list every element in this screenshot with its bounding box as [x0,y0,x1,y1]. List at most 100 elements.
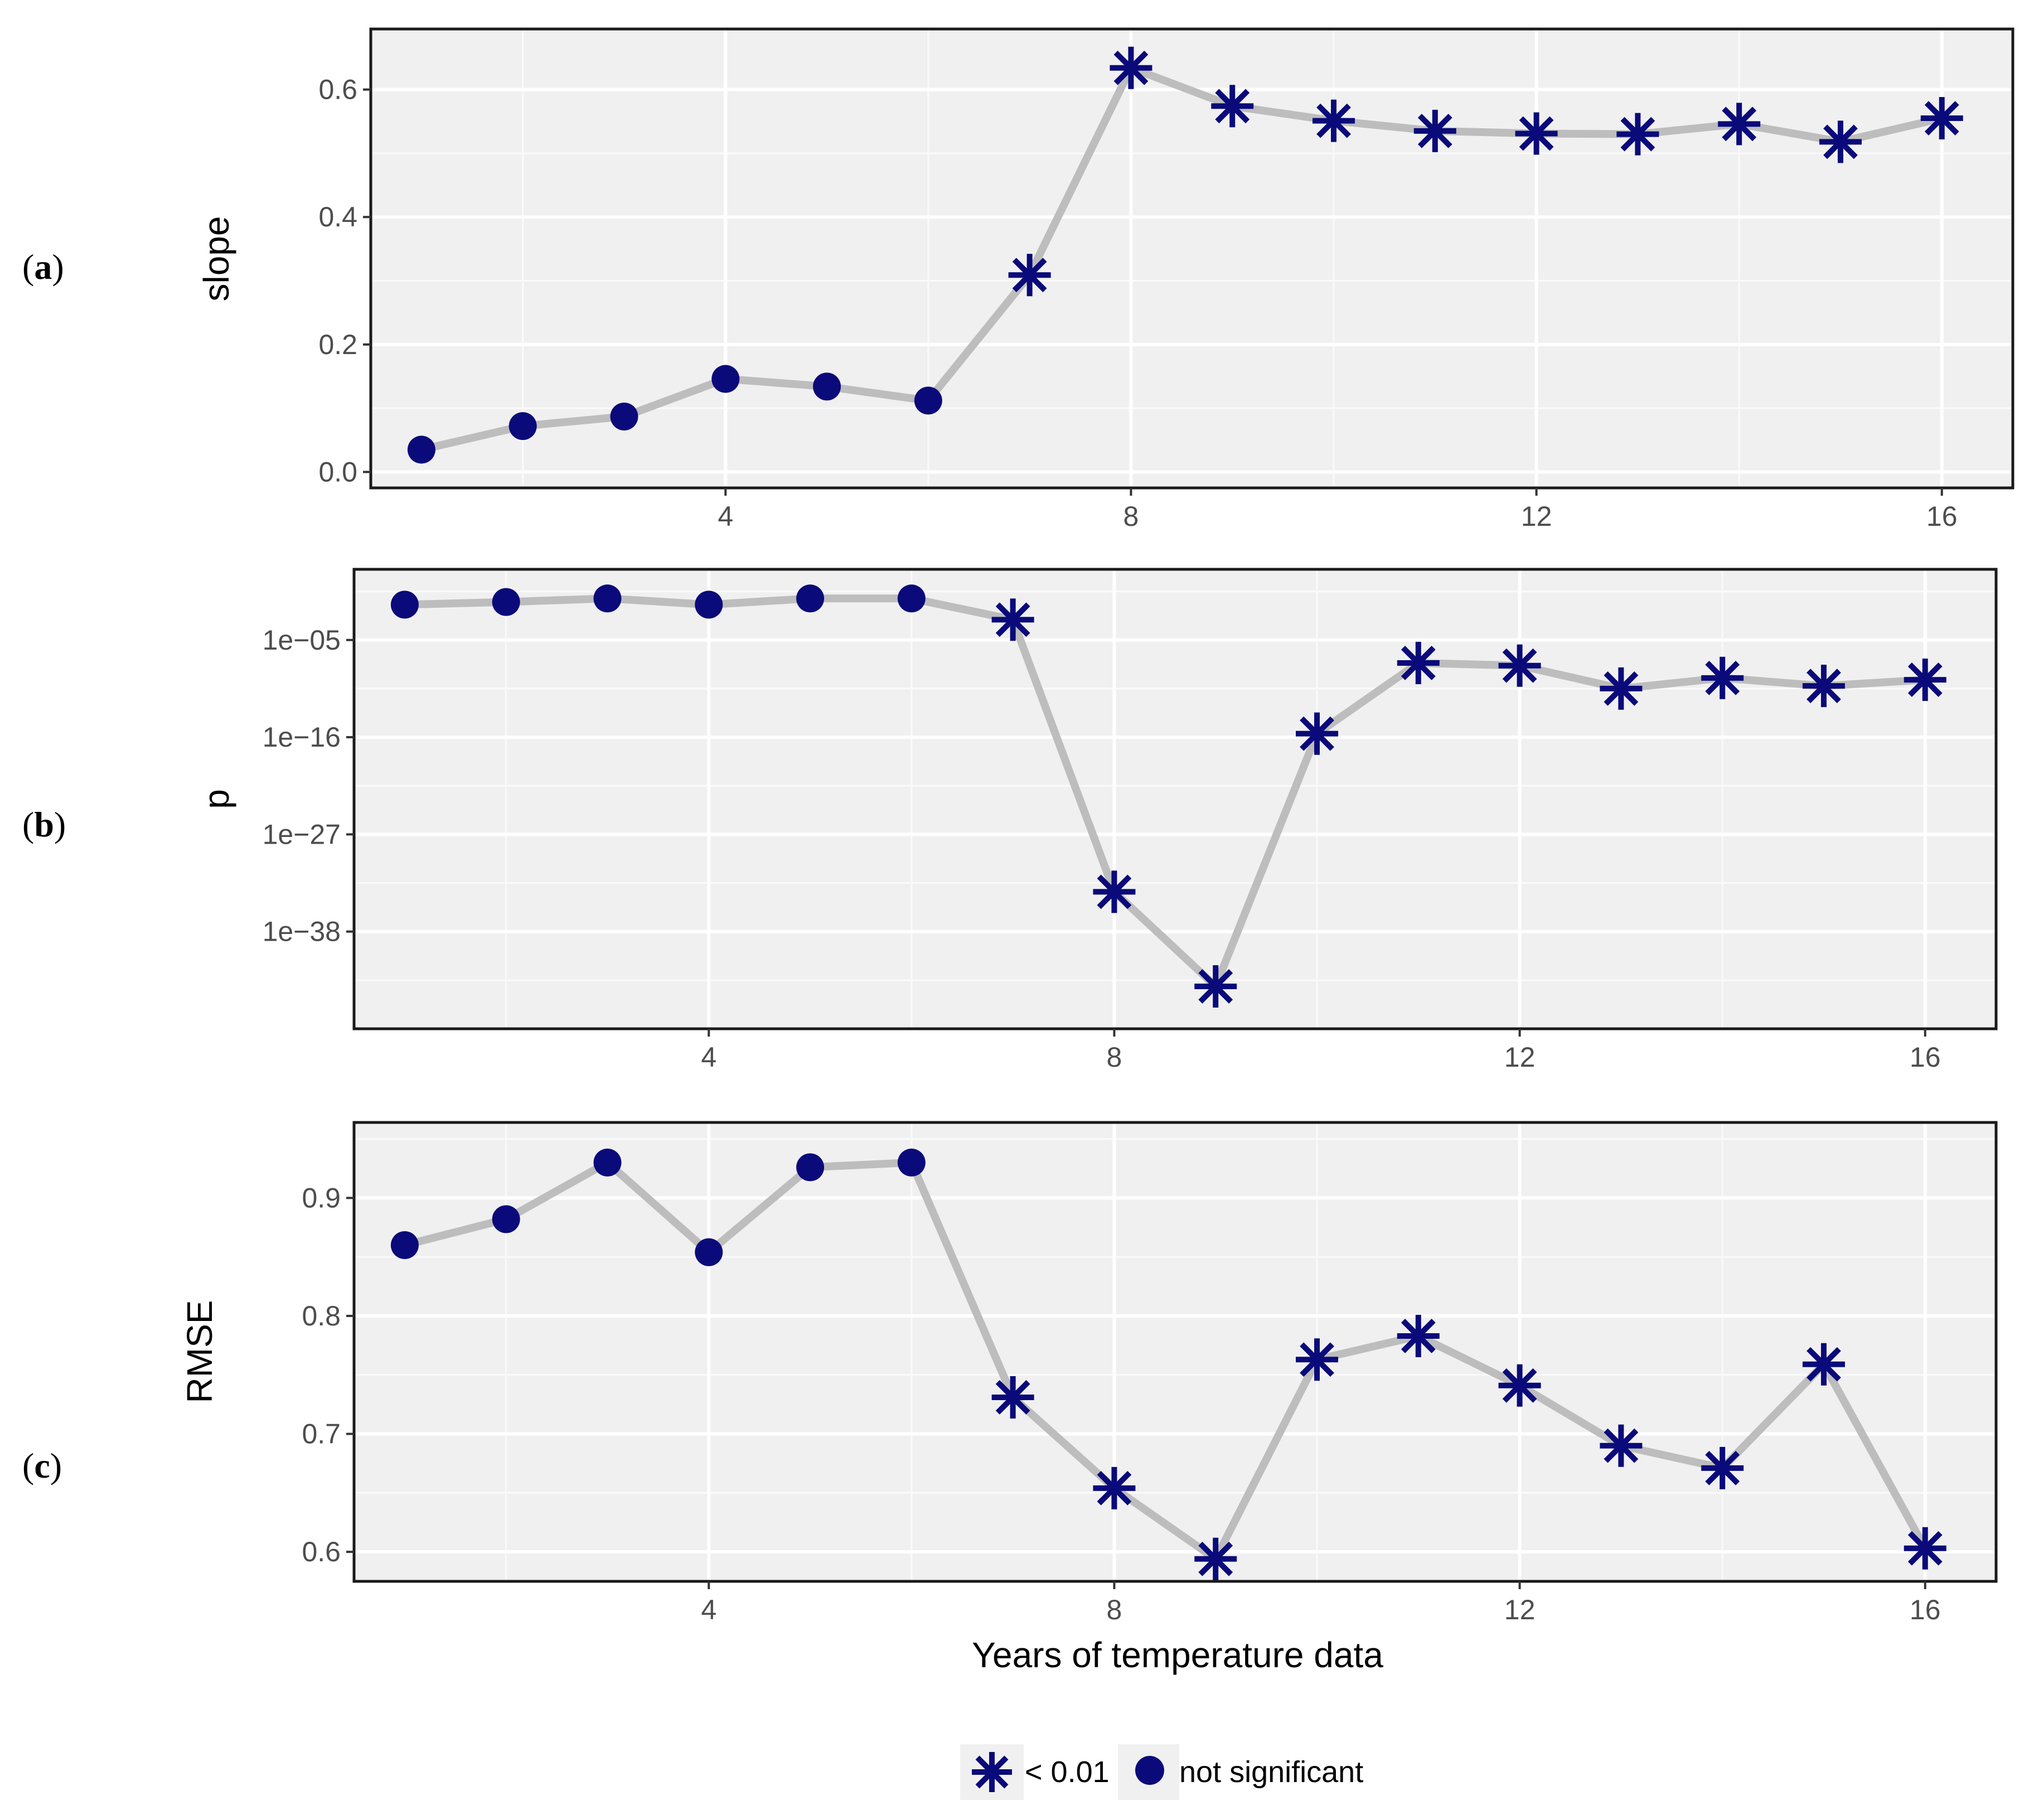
data-point-significant [1701,1446,1744,1489]
x-tick-label: 8 [1123,501,1139,532]
data-point-not-significant [897,584,926,613]
y-axis-title: p [196,789,236,809]
y-tick-label: 1e−05 [263,625,341,656]
x-tick-label: 8 [1107,1042,1122,1073]
data-point-significant [1701,656,1744,699]
x-tick-label: 16 [1926,501,1958,532]
data-point-significant [1093,870,1136,913]
legend-asterisk-marker [972,1752,1012,1792]
legend: < 0.01 not significant [960,1744,1363,1800]
data-point-not-significant [695,590,723,619]
panel-border [352,1121,1998,1583]
panel-b-p-value: (b) 4 8 12 16 1e−05 1e−16 1e−27 1e−38 p [22,568,1998,1073]
data-point-not-significant [711,365,740,393]
x-tick-label: 8 [1107,1594,1122,1625]
data-point-significant [1904,1527,1946,1570]
data-point-not-significant [407,435,435,464]
x-tick-label: 12 [1521,501,1552,532]
data-point-significant [1920,97,1963,140]
data-point-significant [1194,1537,1237,1580]
data-point-significant [1397,641,1440,684]
panel-border [352,568,1998,1030]
data-point-significant [1498,1364,1541,1407]
data-point-significant [1718,103,1761,146]
y-tick-label: 0.6 [318,74,357,105]
data-point-significant [1110,46,1152,89]
y-tick-label: 0.8 [302,1300,341,1332]
data-point-significant [1802,1343,1845,1386]
data-point-not-significant [508,412,537,441]
panel-background [354,1122,1996,1581]
x-tick-label: 4 [701,1594,716,1625]
x-tick-label: 4 [718,501,733,532]
series-line [400,1158,1929,1563]
panel-border [369,27,2014,490]
y-axis-title: RMSE [180,1300,220,1403]
data-point-not-significant [695,1238,723,1266]
data-point-significant [1093,1466,1136,1509]
data-point-significant [1008,254,1051,297]
data-point-significant [1313,99,1355,142]
data-point-significant [991,598,1034,641]
data-point-not-significant [914,386,942,415]
x-tick-label: 12 [1504,1594,1536,1625]
rmse-plot: 4 8 12 16 0.6 0.7 0.8 0.9 RMSE [180,1121,1998,1625]
data-point-significant [1194,965,1237,1008]
data-point-not-significant [796,1153,825,1182]
panel-a-slope: (a) 4 8 12 16 0.0 0.2 0.4 0.6 slope [22,27,2014,532]
panel-background [354,569,1996,1029]
data-point-significant [1413,109,1456,152]
panel-c-rmse: (c) 4 8 12 16 0.6 0.7 0.8 0.9 RMSE Years of temp… [22,1121,1998,1675]
data-point-significant [1600,1424,1643,1467]
asterisk-icon [972,1752,1012,1792]
filled-circle-icon [1135,1756,1164,1785]
data-point-significant [1397,1314,1440,1357]
y-tick-label: 0.2 [318,329,357,360]
data-point-not-significant [796,584,825,613]
x-tick-label: 16 [1910,1042,1941,1073]
data-point-not-significant [813,372,841,401]
data-point-significant [1296,712,1339,755]
data-point-significant [1904,659,1946,701]
p-value-plot: 4 8 12 16 1e−05 1e−16 1e−27 1e−38 p [196,568,1998,1073]
x-tick-label: 16 [1910,1594,1941,1625]
x-axis-title: Years of temperature data [972,1635,1383,1675]
data-point-significant [1498,644,1541,687]
legend-label-significant: < 0.01 [1025,1755,1110,1789]
y-tick-label: 0.7 [302,1419,341,1450]
y-tick-label: 1e−38 [263,916,341,947]
data-point-significant [1802,665,1845,708]
y-axis-title: slope [196,216,236,302]
y-tick-label: 1e−16 [263,722,341,753]
data-point-not-significant [492,588,520,616]
data-point-significant [1211,85,1254,128]
data-point-not-significant [492,1205,520,1233]
panel-c-label: (c) [22,1446,62,1485]
y-tick-label: 0.0 [318,456,357,487]
x-tick-label: 12 [1504,1042,1536,1073]
panel-b-label: (b) [22,805,66,844]
data-point-not-significant [390,590,419,619]
data-point-not-significant [593,584,622,613]
data-point-not-significant [390,1231,419,1260]
data-point-not-significant [897,1148,926,1177]
y-tick-label: 0.6 [302,1536,341,1567]
series-line [400,594,1929,990]
y-tick-label: 0.4 [318,201,357,233]
panel-a-label: (a) [22,247,64,287]
data-point-significant [1296,1338,1339,1381]
data-point-not-significant [610,402,638,430]
legend-circle-marker [1135,1756,1164,1785]
data-point-not-significant [593,1148,622,1177]
data-point-significant [1616,113,1659,156]
data-point-significant [1515,112,1558,155]
slope-plot: 4 8 12 16 0.0 0.2 0.4 0.6 slope [196,27,2014,532]
y-tick-label: 1e−27 [263,819,341,850]
x-tick-label: 4 [701,1042,716,1073]
data-point-significant [1819,120,1862,163]
series-line [417,64,1946,454]
data-point-significant [1600,667,1643,710]
data-point-significant [991,1376,1034,1419]
legend-label-not-significant: not significant [1179,1755,1363,1789]
